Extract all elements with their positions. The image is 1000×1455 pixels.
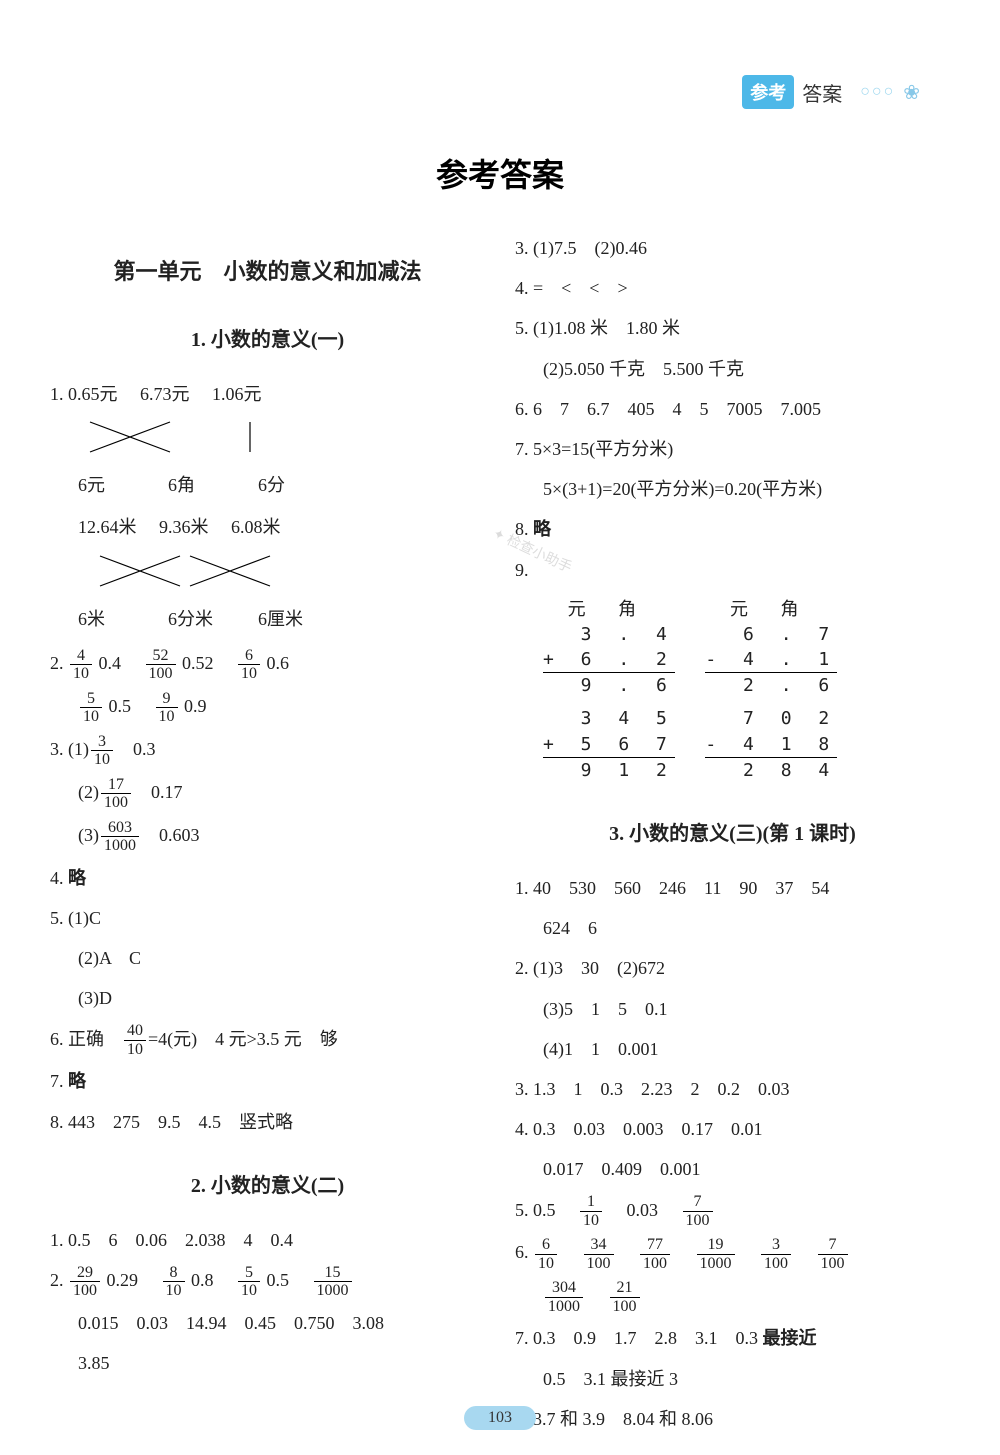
s2-q7-2: 5×(3+1)=20(平方分米)=0.20(平方米) [515,472,950,506]
section2-title: 2. 小数的意义(二) [50,1167,485,1205]
vcalc-3: 3 4 5 + 5 6 7 9 1 2 [543,706,675,783]
q5-1: 5. (1)C [50,901,485,935]
page-number: 103 [464,1406,536,1430]
frac: 29100 [70,1264,100,1300]
frac: 7100 [818,1236,848,1272]
tag-deco: ○○○ [860,83,895,101]
frac: 510 [238,1264,260,1300]
q1-row4: 6米 6分米 6厘米 [50,602,485,636]
s2-q3: 3. (1)7.5 (2)0.46 [515,231,950,265]
frac: 7100 [683,1193,713,1229]
s2-q1: 1. 0.5 6 0.06 2.038 4 0.4 [50,1223,485,1257]
tag-badge: 参考 [742,75,794,109]
frac: 151000 [314,1264,352,1300]
s3-q2-1: 2. (1)3 30 (2)672 [515,951,950,985]
main-title: 参考答案 [50,150,950,196]
frac: 410 [70,647,92,683]
q6: 6. 正确 4010=4(元) 4 元>3.5 元 够 [50,1022,485,1059]
s3-q7-l2: 0.5 3.1 最接近 3 [515,1362,950,1396]
q1-r3c2: 9.36米 [159,517,209,537]
s3-q8: 8. 3.7 和 3.9 8.04 和 8.06 [515,1402,950,1436]
tag-label: 答案 [802,78,842,107]
cross-lines-1 [50,417,330,457]
vcalc-2: 元 角 6 . 7 - 4 . 1 2 . 6 [705,597,837,699]
q1-r2c2: 6角 [168,468,238,502]
frac: 191000 [697,1236,735,1272]
vertical-calcs: 元 角 3 . 4 + 6 . 2 9 . 6 元 角 6 . 7 - 4 . … [515,593,950,787]
frac: 6031000 [101,819,139,855]
frac: 510 [80,690,102,726]
q5-2: (2)A C [50,941,485,975]
section3-title: 3. 小数的意义(三)(第 1 课时) [515,815,950,853]
q3-3: (3)6031000 0.603 [50,818,485,855]
q2-line1: 2. 410 0.4 52100 0.52 610 0.6 [50,646,485,683]
s3-q6-l1: 6. 610 34100 77100 191000 3100 7100 [515,1235,950,1272]
right-column: 3. (1)7.5 (2)0.46 4. = < < > 5. (1)1.08 … [515,231,950,1442]
s2-q4: 4. = < < > [515,271,950,305]
s3-q1-l1: 1. 40 530 560 246 11 90 37 54 [515,871,950,905]
q1-r3c3: 6.08米 [231,517,281,537]
s2-q9: 9. [515,553,950,587]
frac: 3041000 [545,1279,583,1315]
q3-1: 3. (1)310 0.3 [50,732,485,769]
vcalc-4: 7 0 2 - 4 1 8 2 8 4 [705,706,837,783]
frac: 34100 [584,1236,614,1272]
frac: 3100 [761,1236,791,1272]
q1-r2c3: 6分 [258,468,328,502]
s3-q3: 3. 1.3 1 0.3 2.23 2 0.2 0.03 [515,1072,950,1106]
s2-q5-1: 5. (1)1.08 米 1.80 米 [515,311,950,345]
frac: 310 [91,733,113,769]
frac: 77100 [640,1236,670,1272]
frac: 4010 [124,1022,146,1058]
q1-r1c2: 6.73元 [140,384,190,404]
s3-q2-3: (3)5 1 5 0.1 [515,992,950,1026]
frac: 110 [580,1193,602,1229]
s2-q6: 6. 6 7 6.7 405 4 5 7005 7.005 [515,392,950,426]
s3-q4-l1: 4. 0.3 0.03 0.003 0.17 0.01 [515,1112,950,1146]
q1-r4c2: 6分米 [168,602,238,636]
q1-r1c1: 0.65元 [68,384,118,404]
frac: 610 [238,647,260,683]
q3-2: (2)17100 0.17 [50,775,485,812]
q1-row3: 12.64米 9.36米 6.08米 [50,510,485,544]
q8: 8. 443 275 9.5 4.5 竖式略 [50,1105,485,1139]
q2-line2: 510 0.5 910 0.9 [50,689,485,726]
content-columns: 第一单元 小数的意义和加减法 1. 小数的意义(一) 1. 0.65元 6.73… [50,231,950,1442]
unit-title: 第一单元 小数的意义和加减法 [50,251,485,293]
frac: 810 [163,1264,185,1300]
section1-title: 1. 小数的意义(一) [50,321,485,359]
q5-3: (3)D [50,981,485,1015]
frac: 21100 [610,1279,640,1315]
q4: 4. 略 [50,861,485,895]
s2-q2-l2: 0.015 0.03 14.94 0.45 0.750 3.08 [50,1306,485,1340]
header-tag: 参考 答案 ○○○ ❀ [742,75,920,109]
q1-label: 1. 0.65元 6.73元 1.06元 [50,377,485,411]
q1-row2: 6元 6角 6分 [50,468,485,502]
s3-q4-l2: 0.017 0.409 0.001 [515,1152,950,1186]
s3-q7-l1: 7. 0.3 0.9 1.7 2.8 3.1 0.3 最接近 [515,1321,950,1355]
s3-q1-l2: 624 6 [515,911,950,945]
q1-r2c1: 6元 [78,468,148,502]
s2-q8: 8. 略 [515,512,950,546]
s2-q2-l3: 3.85 [50,1346,485,1380]
tag-flower: ❀ [903,80,920,105]
cross-lines-2 [50,551,330,591]
vcalc-1: 元 角 3 . 4 + 6 . 2 9 . 6 [543,597,675,699]
frac: 52100 [146,647,176,683]
s3-q6-l2: 3041000 21100 [515,1278,950,1315]
frac: 910 [156,690,178,726]
q1-r3c1: 12.64米 [78,517,137,537]
s3-q2-4: (4)1 1 0.001 [515,1032,950,1066]
s2-q2-l1: 2. 29100 0.29 810 0.8 510 0.5 151000 [50,1263,485,1300]
left-column: 第一单元 小数的意义和加减法 1. 小数的意义(一) 1. 0.65元 6.73… [50,231,485,1442]
q7: 7. 略 [50,1064,485,1098]
s2-q7-1: 7. 5×3=15(平方分米) [515,432,950,466]
s2-q5-2: (2)5.050 千克 5.500 千克 [515,352,950,386]
q1-r1c3: 1.06元 [212,384,262,404]
s3-q5: 5. 0.5 110 0.03 7100 [515,1193,950,1230]
q1-r4c1: 6米 [78,602,148,636]
q1-r4c3: 6厘米 [258,602,328,636]
frac: 610 [535,1236,557,1272]
frac: 17100 [101,776,131,812]
